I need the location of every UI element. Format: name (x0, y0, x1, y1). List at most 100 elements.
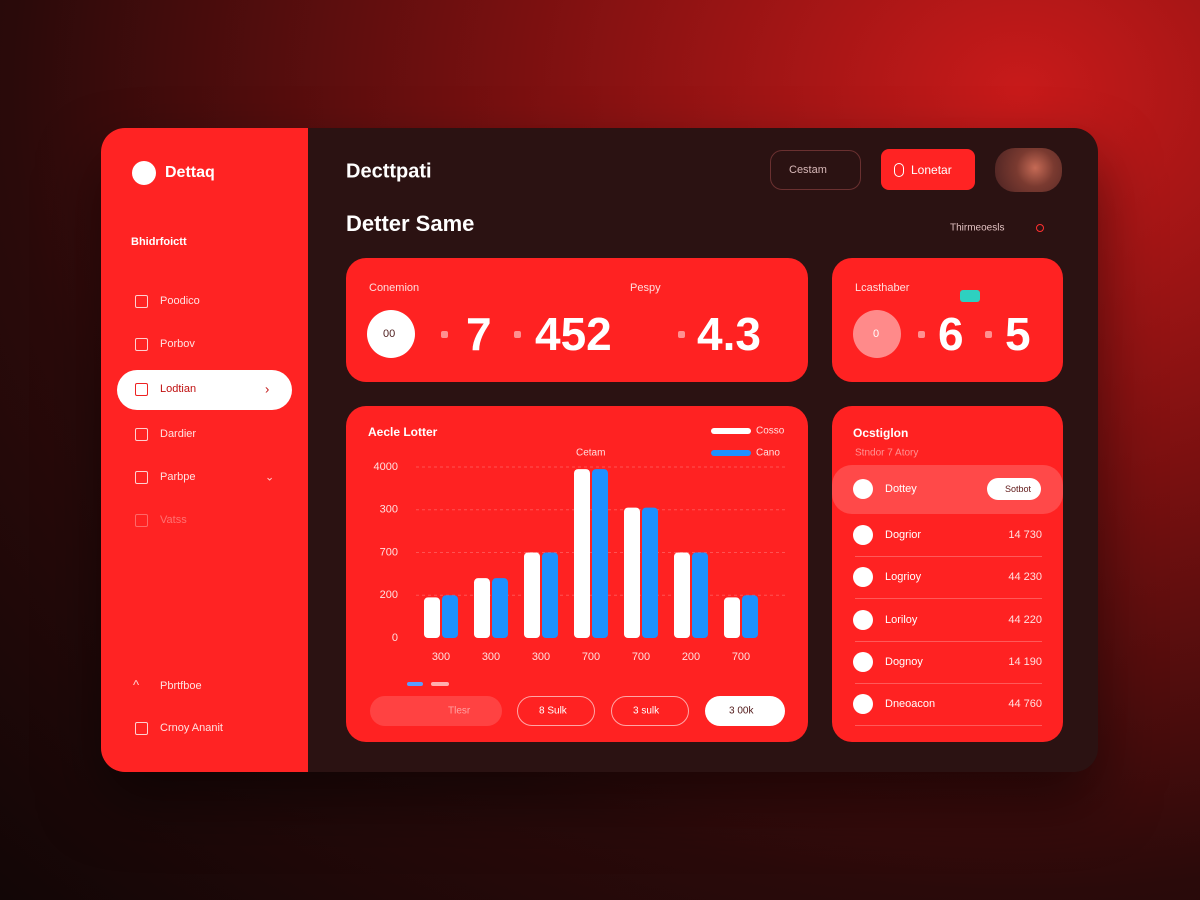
chart-title: Aecle Lotter (368, 425, 438, 439)
button-label[interactable]: Lonetar (911, 163, 952, 177)
row-divider (855, 598, 1042, 599)
nav-item[interactable]: Dardier (160, 428, 197, 440)
stat-badge-text: 0 (873, 328, 880, 340)
row-name[interactable]: Dneoacon (885, 698, 936, 710)
legend-label: Cano (756, 448, 780, 459)
row-divider (855, 641, 1042, 642)
bar (692, 552, 708, 638)
row-name[interactable]: Logrioy (885, 571, 922, 583)
nav-icon (135, 514, 148, 527)
chevron: › (265, 381, 270, 397)
swatch (431, 682, 449, 686)
nav-item-active[interactable]: Lodtian (160, 383, 197, 395)
button-icon (894, 163, 904, 177)
chart-button-label[interactable]: 8 Sulk (539, 705, 567, 717)
row-divider (855, 556, 1042, 557)
swatch (407, 682, 423, 686)
stat-value: 452 (535, 308, 612, 360)
row-icon (853, 652, 873, 672)
nav-active[interactable] (117, 370, 292, 410)
row-icon (853, 525, 873, 545)
x-tick-label: 700 (582, 651, 600, 663)
page-link[interactable]: Thirmeoesls (950, 222, 1005, 234)
bar (524, 552, 540, 638)
legend-swatch (711, 428, 751, 434)
bar (674, 552, 690, 638)
row-value: 44 760 (1008, 698, 1042, 710)
separator-dot (678, 331, 685, 338)
row-name[interactable]: Loriloy (885, 614, 918, 626)
row-value: 44 230 (1008, 571, 1042, 583)
bar (542, 552, 558, 638)
sidebar: Dettaq Bhidrfoictt Poodico Porbov Lodtia… (101, 128, 308, 772)
row-name[interactable]: Dogrior (885, 529, 922, 541)
logo-icon (132, 161, 156, 185)
stat-value: 4.3 (697, 308, 761, 360)
legend-swatch (711, 450, 751, 456)
bar (724, 597, 740, 638)
nav-item[interactable]: Poodico (160, 295, 200, 307)
stat-value: 6 (938, 308, 964, 360)
row-name[interactable]: Dottey (885, 483, 917, 495)
x-tick-label: 700 (632, 651, 650, 663)
footer-item[interactable]: Crnoy Ananit (160, 722, 223, 734)
stat-tag (960, 290, 980, 302)
bar (742, 595, 758, 638)
bar (492, 578, 508, 638)
x-tick-label: 300 (432, 651, 450, 663)
chart-button-label[interactable]: 3 sulk (633, 705, 660, 717)
separator-dot (441, 331, 448, 338)
brand: Dettaq (165, 164, 215, 181)
chart-button-active[interactable] (705, 696, 785, 726)
chart-button-label[interactable]: 3 00k (729, 705, 754, 717)
footer-item[interactable]: Pbrtfboe (160, 680, 202, 692)
bar (474, 578, 490, 638)
stat-value: 7 (466, 308, 492, 360)
chart-button[interactable] (611, 696, 689, 726)
bar (442, 595, 458, 638)
chart-button-label[interactable]: Tlesr (448, 705, 471, 717)
bar (574, 469, 590, 638)
nav-item[interactable]: Porbov (160, 338, 195, 350)
y-tick-label: 4000 (374, 461, 398, 473)
page-heading: Detter Same (346, 211, 475, 236)
row-name[interactable]: Dognoy (885, 656, 923, 668)
row-value[interactable]: Sotbot (1005, 484, 1032, 494)
link-icon (1036, 224, 1044, 232)
row-value: 14 730 (1008, 529, 1042, 541)
button-outline[interactable] (770, 150, 861, 190)
header-title: Decttpati (346, 160, 432, 183)
separator-dot (985, 331, 992, 338)
stat-value: 5 (1005, 308, 1031, 360)
section-label: Bhidrfoictt (131, 236, 187, 248)
stat-label: Lcasthaber (855, 282, 910, 294)
row-pill[interactable] (987, 478, 1041, 500)
chart-button[interactable] (370, 696, 502, 726)
legend-label: Cosso (756, 426, 785, 437)
stat-badge (367, 310, 415, 358)
y-tick-label: 200 (380, 589, 398, 601)
list-subtitle: Stndor 7 Atory (855, 447, 919, 459)
avatar[interactable] (995, 148, 1062, 192)
nav-icon (135, 295, 148, 308)
x-tick-label: 300 (482, 651, 500, 663)
separator-dot (514, 331, 521, 338)
list-title: Ocstiglon (853, 426, 909, 440)
row-icon (853, 479, 873, 499)
y-tick-label: 300 (380, 504, 398, 516)
bar (642, 507, 658, 638)
nav-icon (135, 383, 148, 396)
nav-item[interactable]: Parbpe (160, 471, 196, 483)
button-primary[interactable] (881, 149, 975, 190)
chart-button[interactable] (517, 696, 595, 726)
x-tick-label: 300 (532, 651, 550, 663)
chevron: ⌄ (265, 471, 275, 484)
stat-badge-text: 00 (383, 328, 396, 340)
separator-dot (918, 331, 925, 338)
nav-item[interactable]: Vatss (160, 514, 187, 526)
bar (424, 597, 440, 638)
stat-label: Conemion (369, 282, 420, 294)
bar (592, 469, 608, 638)
button-label[interactable]: Cestam (789, 164, 827, 176)
